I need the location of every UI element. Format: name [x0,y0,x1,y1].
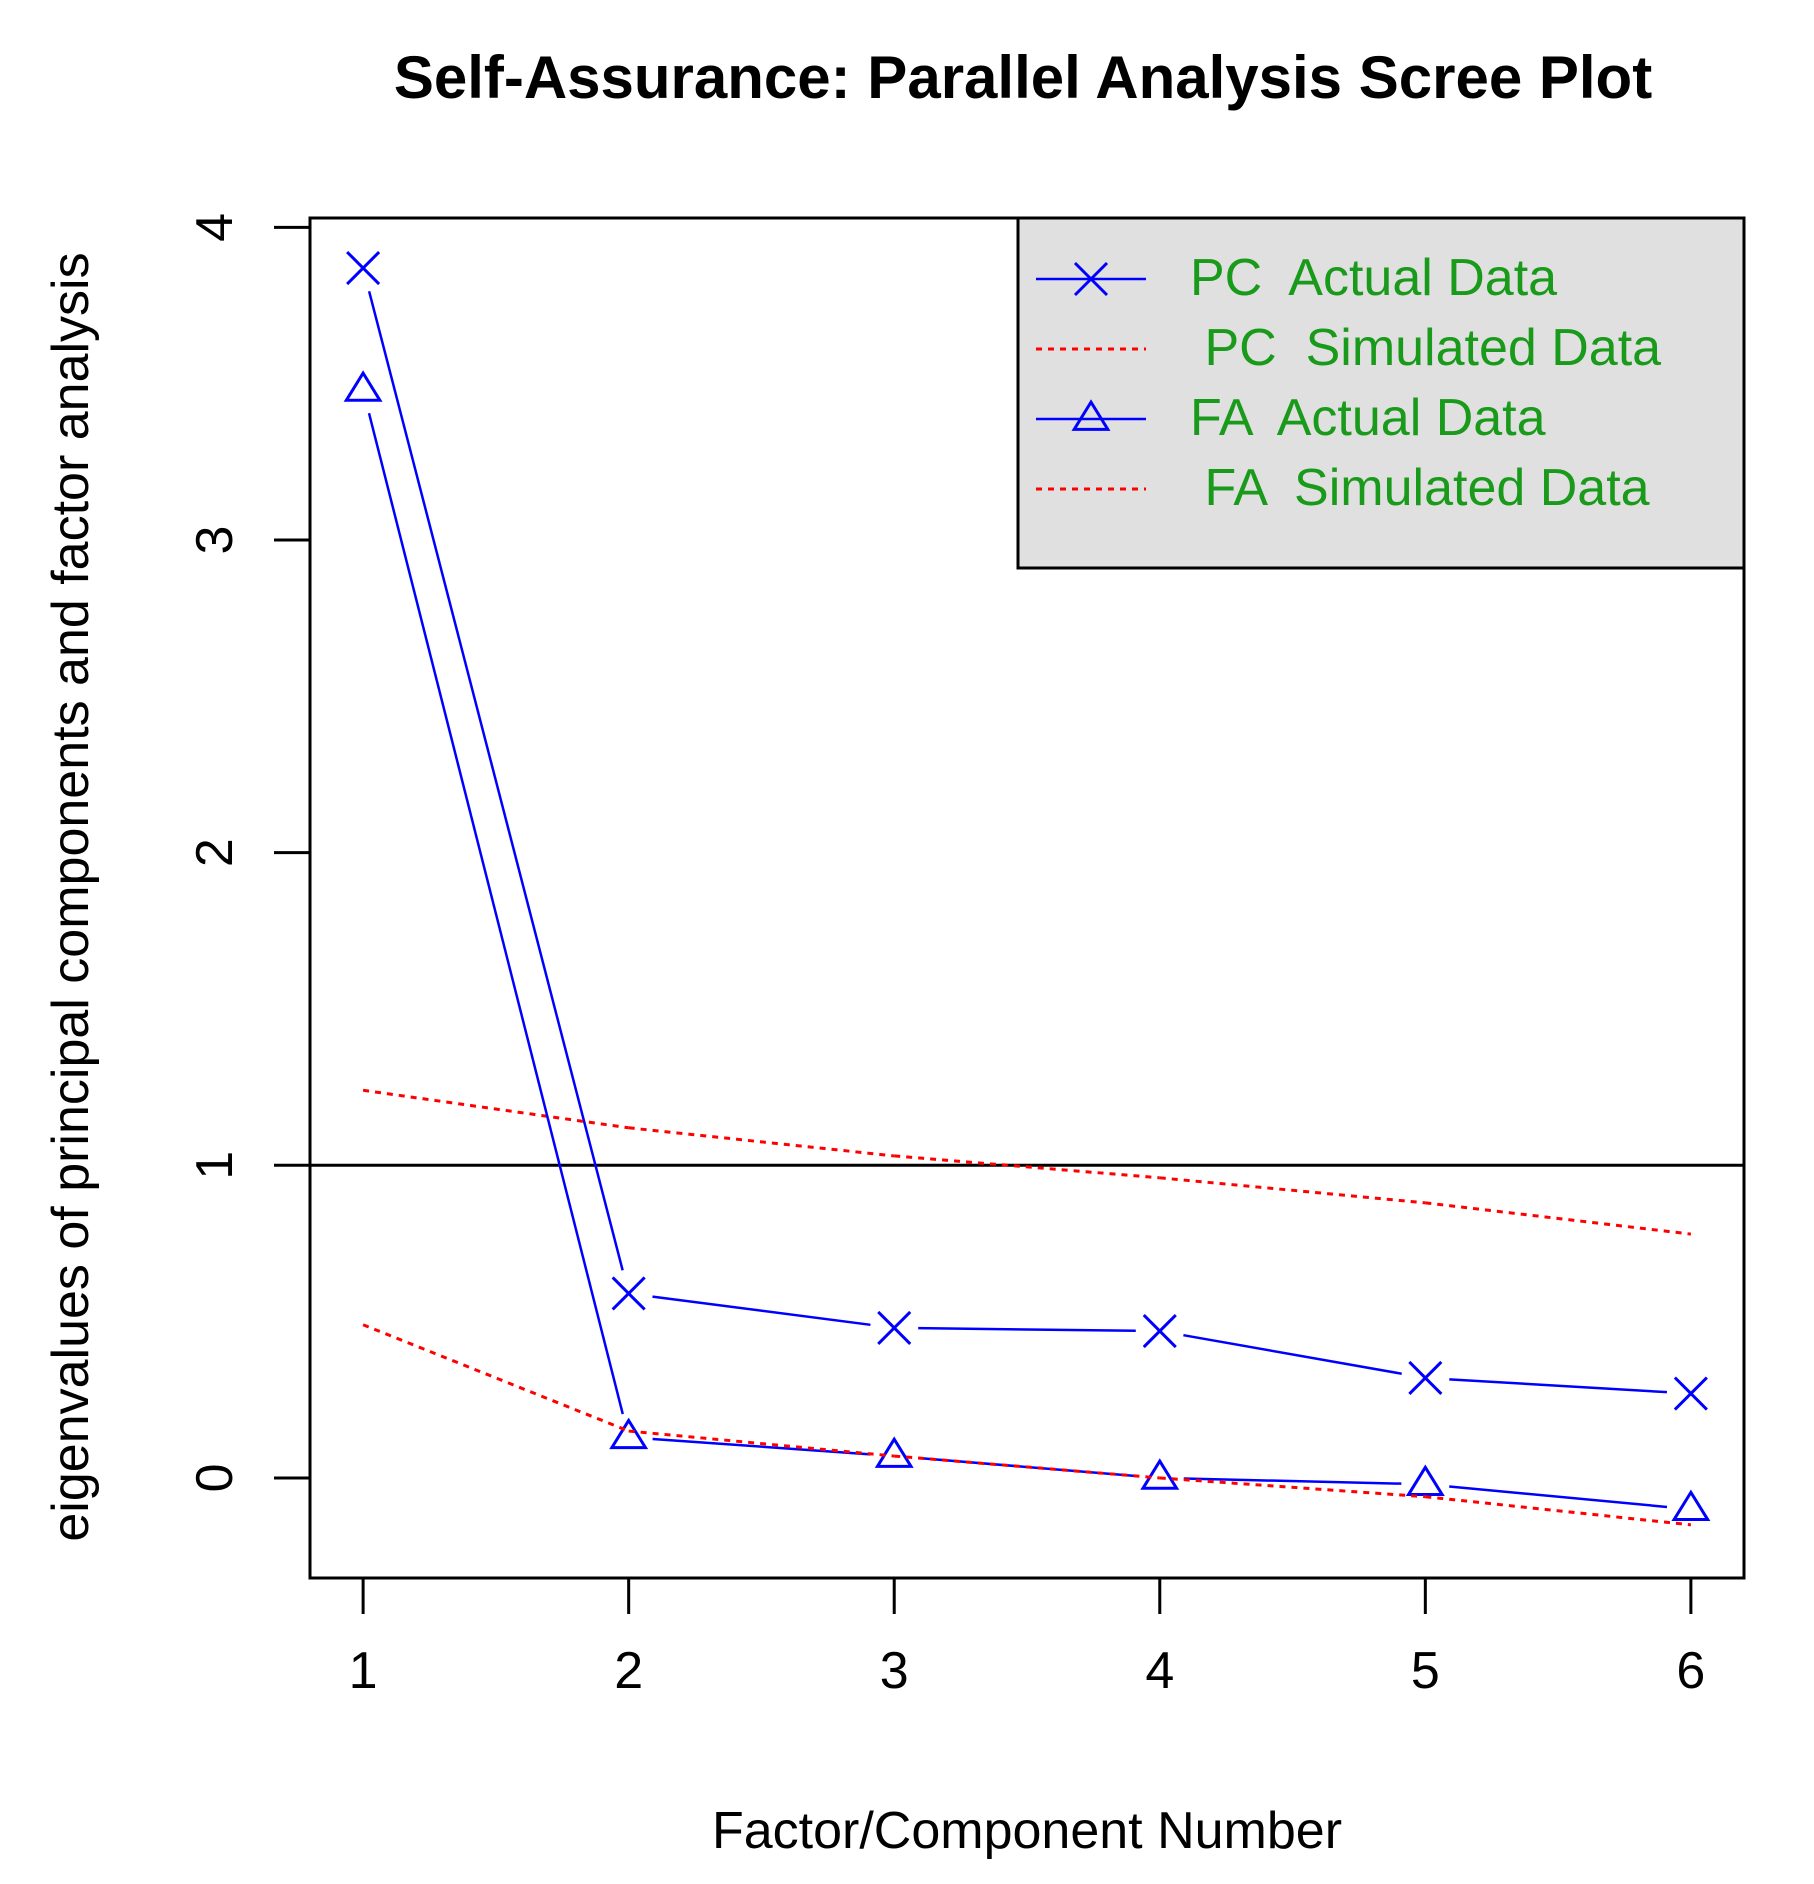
y-axis-label: eigenvalues of principal components and … [42,252,100,1541]
cross-marker [1142,1313,1177,1349]
cross-stroke [1673,1376,1708,1411]
triangle-marker [1671,1489,1711,1522]
x-tick-label: 5 [1411,1642,1440,1700]
y-tick-label: 4 [186,213,244,242]
series-segment [1425,1201,1692,1236]
series-1 [346,250,1708,1411]
series-segment [894,1154,1160,1180]
series-segment [1449,1485,1668,1509]
y-tick-label: 0 [186,1463,244,1492]
series-segment [362,1323,630,1433]
x-tick-label: 4 [1145,1642,1174,1700]
legend-entry: FA Simulated Data [1036,459,1650,517]
series-segment [1449,1378,1668,1394]
cross-stroke [611,1276,646,1311]
cross-stroke [877,1310,912,1345]
legend-label: FA Actual Data [1190,389,1546,447]
x-tick-label: 1 [349,1642,378,1700]
series-segment [367,412,624,1415]
cross-marker [1673,1376,1708,1411]
legend-entry: FA Actual Data [1036,389,1546,447]
x-tick-label: 6 [1676,1642,1705,1700]
series-segment [1425,1495,1692,1527]
legend-cross-marker [1073,261,1109,297]
triangle-marker [1405,1464,1445,1497]
legend-entry: PC Simulated Data [1036,319,1661,377]
series-segment [628,1429,895,1458]
x-axis-label: Factor/Component Number [712,1802,1342,1860]
legend-triangle-marker [1071,399,1111,431]
series-segment [894,1454,1160,1480]
y-axis: 0 1 2 3 4 [186,213,310,1492]
x-axis: 1 2 3 4 5 6 [349,1578,1705,1700]
series-segment [1183,1333,1402,1375]
legend-entry: PC Actual Data [1036,249,1557,307]
series-segment [652,1437,871,1456]
series-segment [1159,1476,1426,1499]
series-segment [652,1295,871,1327]
triangle-marker [343,370,383,402]
x-tick-label: 3 [880,1642,909,1700]
series-segment [362,1088,629,1130]
cross-stroke [1408,1360,1443,1395]
legend-label: PC Simulated Data [1190,319,1661,377]
triangle-marker [1140,1458,1180,1490]
triangle-marker [609,1417,649,1450]
cross-stroke [346,250,381,286]
series-segment [1183,1477,1402,1485]
y-tick-label: 1 [186,1151,244,1180]
triangle-marker [874,1436,914,1468]
legend-box [1016,216,1746,570]
cross-marker [877,1310,912,1345]
series-segment [628,1126,895,1158]
legend-label: FA Simulated Data [1190,459,1650,517]
cross-stroke [1142,1313,1177,1349]
legend: PC Actual Data PC Simulated Data FA Actua… [1016,216,1746,570]
series-segment [918,1326,1136,1332]
x-tick-label: 2 [614,1642,643,1700]
series-segment [1159,1176,1426,1205]
series-2 [362,1088,1692,1236]
legend-label: PC Actual Data [1190,249,1557,307]
cross-stroke [1073,261,1109,297]
chart-title: Self-Assurance: Parallel Analysis Scree … [394,44,1652,111]
cross-marker [1408,1360,1443,1395]
y-tick-label: 3 [186,526,244,555]
y-tick-label: 2 [186,838,244,867]
series-4 [362,1323,1692,1527]
series-group [343,250,1711,1527]
cross-marker [611,1276,646,1311]
cross-marker [346,250,381,286]
series-segment [367,290,624,1271]
